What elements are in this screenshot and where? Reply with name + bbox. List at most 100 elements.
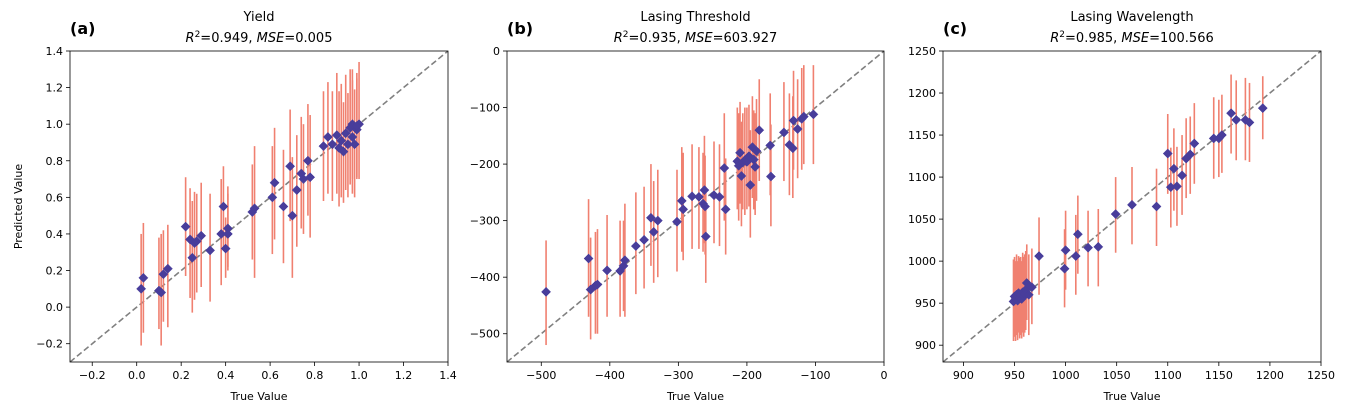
x-axis-label: True Value — [666, 390, 724, 403]
data-point — [1060, 245, 1071, 256]
data-point — [1072, 229, 1083, 240]
data-point — [180, 221, 191, 232]
chart-panel-1: −0.2 0.0 0.2 0.4 0.6 0.8 1.0 1.2 1.4 −0.2 0.0 0.2 0.… — [12, 10, 457, 403]
data-point — [1189, 138, 1200, 149]
data-point — [267, 192, 278, 203]
x-tick-label: 1250 — [1307, 369, 1335, 382]
y-tick-label: 900 — [915, 339, 936, 352]
data-point — [1023, 289, 1034, 300]
data-point — [639, 234, 650, 245]
x-tick-label: −200 — [732, 369, 762, 382]
y-tick-label: 0.0 — [46, 301, 64, 314]
data-point — [136, 283, 147, 294]
panel-label: (b) — [507, 19, 533, 38]
x-tick-label: 950 — [1004, 369, 1025, 382]
chart-metrics: R2=0.985, MSE=100.566 — [1050, 30, 1214, 46]
y-tick-label: 1200 — [908, 87, 936, 100]
data-point — [1244, 117, 1255, 128]
x-tick-label: 1200 — [1256, 369, 1284, 382]
data-point — [287, 210, 298, 221]
data-point — [676, 195, 687, 206]
x-tick-label: 1.2 — [395, 369, 413, 382]
data-point — [222, 228, 233, 239]
data-point — [736, 171, 747, 181]
r2-label: R — [1050, 31, 1059, 46]
x-tick-label: −100 — [800, 369, 830, 382]
data-point — [191, 236, 202, 247]
chart-title: Lasing Wavelength — [1070, 10, 1193, 25]
data-point — [351, 121, 362, 131]
data-point — [342, 139, 353, 150]
data-point — [765, 140, 776, 151]
data-point — [1185, 149, 1196, 160]
data-point — [216, 228, 227, 239]
mse-label: MSE — [1121, 31, 1149, 46]
data-point — [808, 109, 819, 120]
data-point — [1162, 148, 1173, 159]
data-point — [700, 231, 711, 242]
data-point — [714, 191, 725, 202]
data-point — [778, 127, 789, 138]
data-point — [687, 191, 698, 202]
x-axis-label: True Value — [229, 390, 287, 403]
data-point — [322, 132, 333, 142]
r2-label: R — [186, 31, 195, 46]
axes-frame — [942, 50, 1322, 363]
data-point — [162, 263, 173, 274]
x-tick-label: 900 — [953, 369, 974, 382]
diagonal-reference-line — [507, 51, 884, 362]
data-point — [1110, 209, 1121, 220]
y-tick-label: −200 — [470, 158, 500, 171]
data-point — [798, 111, 809, 122]
x-tick-label: 1000 — [1052, 369, 1080, 382]
data-point — [1216, 130, 1227, 141]
data-point — [592, 279, 603, 290]
chart-title: Yield — [243, 10, 275, 25]
data-point — [699, 185, 710, 196]
data-point — [196, 230, 207, 241]
y-tick-label: 1.0 — [46, 118, 64, 131]
axes-frame — [506, 50, 885, 363]
r2-exponent: 2 — [195, 30, 201, 40]
y-tick-label: 0.4 — [46, 228, 64, 241]
y-tick-label: 1050 — [908, 213, 936, 226]
data-point — [720, 204, 731, 215]
data-point — [1226, 108, 1237, 119]
x-tick-label: 1.0 — [350, 369, 368, 382]
data-point — [1151, 201, 1162, 212]
r2-value: =0.949, — [200, 31, 256, 46]
y-axis-label: Predicted Value — [12, 164, 25, 250]
mse-label: MSE — [257, 31, 285, 46]
r2-value: =0.985, — [1065, 31, 1121, 46]
y-tick-label: 1100 — [908, 171, 936, 184]
x-tick-label: 0.8 — [306, 369, 324, 382]
data-point — [648, 226, 659, 237]
x-tick-label: 1150 — [1205, 369, 1233, 382]
x-tick-label: 0 — [881, 369, 888, 382]
diagonal-reference-line — [70, 51, 448, 362]
x-axis-label: True Value — [1102, 390, 1160, 403]
x-tick-label: 0.6 — [261, 369, 279, 382]
data-point — [1083, 242, 1094, 253]
data-point — [218, 201, 229, 212]
data-point — [1021, 278, 1032, 288]
y-tick-label: −300 — [470, 215, 500, 228]
data-point — [618, 260, 629, 271]
data-point — [187, 252, 198, 263]
chart-title: Lasing Threshold — [640, 10, 750, 25]
data-point — [792, 124, 803, 134]
data-point — [291, 185, 302, 195]
x-tick-label: −0.2 — [79, 369, 106, 382]
data-point — [709, 190, 719, 201]
r2-exponent: 2 — [1059, 30, 1065, 40]
data-point — [158, 269, 169, 280]
data-point — [602, 265, 613, 276]
data-point — [672, 216, 682, 227]
data-point — [735, 147, 746, 158]
data-point — [1127, 199, 1137, 210]
y-tick-label: −100 — [470, 102, 500, 115]
plot-area — [943, 51, 1321, 362]
panel-label: (a) — [70, 19, 95, 38]
chart-metrics: R2=0.935, MSE=603.927 — [614, 30, 778, 46]
data-point — [583, 253, 594, 264]
